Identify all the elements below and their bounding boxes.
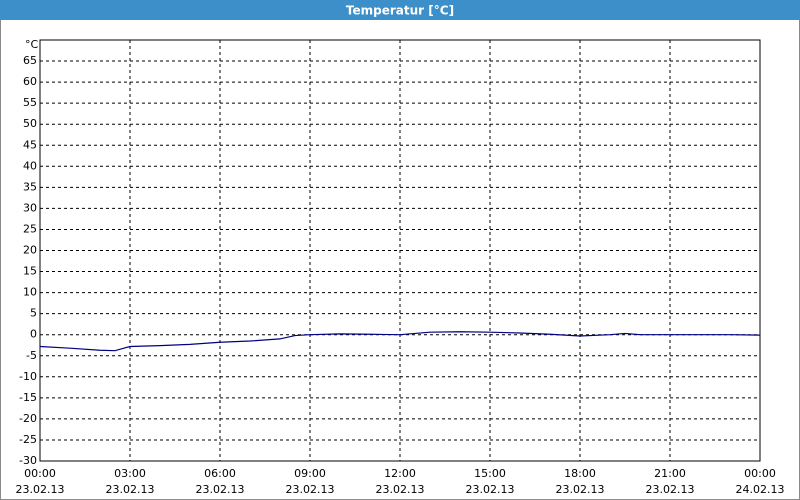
x-tick-date: 23.02.13 xyxy=(196,483,245,496)
x-tick-label: 00:00 xyxy=(24,467,56,480)
y-tick-label: 0 xyxy=(30,328,37,341)
x-tick-label: 03:00 xyxy=(114,467,146,480)
y-tick-label: -30 xyxy=(19,454,37,467)
x-tick-date: 23.02.13 xyxy=(556,483,605,496)
x-tick-label: 06:00 xyxy=(204,467,236,480)
y-tick-label: 55 xyxy=(23,96,37,109)
y-tick-label: 45 xyxy=(23,138,37,151)
y-tick-label: 60 xyxy=(23,75,37,88)
y-tick-label: 10 xyxy=(23,286,37,299)
y-tick-label: 20 xyxy=(23,244,37,257)
x-tick-label: 12:00 xyxy=(384,467,416,480)
y-tick-label: 5 xyxy=(30,307,37,320)
x-tick-date: 23.02.13 xyxy=(646,483,695,496)
x-tick-date: 23.02.13 xyxy=(286,483,335,496)
x-tick-label: 00:00 xyxy=(744,467,776,480)
plot-frame xyxy=(39,39,761,462)
y-tick-label: 30 xyxy=(23,201,37,214)
x-tick-date: 23.02.13 xyxy=(466,483,515,496)
x-tick-date: 23.02.13 xyxy=(16,483,65,496)
y-unit: °C xyxy=(25,38,39,51)
y-tick-label: 15 xyxy=(23,265,37,278)
y-tick-label: 25 xyxy=(23,222,37,235)
y-tick-label: 50 xyxy=(23,117,37,130)
y-tick-label: -5 xyxy=(26,349,37,362)
data-line xyxy=(39,331,761,352)
y-tick-label: 65 xyxy=(23,54,37,67)
x-tick-date: 23.02.13 xyxy=(106,483,155,496)
x-tick-label: 18:00 xyxy=(564,467,596,480)
y-tick-label: -15 xyxy=(19,391,37,404)
x-tick-label: 21:00 xyxy=(654,467,686,480)
chart-title: Temperatur [°C] xyxy=(346,4,454,18)
title-bar xyxy=(0,0,800,20)
y-tick-label: -20 xyxy=(19,412,37,425)
y-tick-label: 35 xyxy=(23,180,37,193)
x-tick-label: 15:00 xyxy=(474,467,506,480)
y-tick-label: 40 xyxy=(23,159,37,172)
x-tick-date: 23.02.13 xyxy=(376,483,425,496)
x-tick-date: 24.02.13 xyxy=(736,483,785,496)
y-tick-label: -10 xyxy=(19,370,37,383)
y-tick-label: -25 xyxy=(19,433,37,446)
x-tick-label: 09:00 xyxy=(294,467,326,480)
